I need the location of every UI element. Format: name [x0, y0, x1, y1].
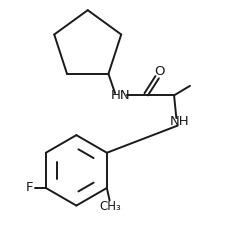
Text: O: O — [154, 65, 164, 78]
Text: F: F — [26, 182, 33, 194]
Text: HN: HN — [110, 89, 130, 102]
Text: CH₃: CH₃ — [99, 200, 120, 213]
Text: NH: NH — [169, 114, 188, 128]
